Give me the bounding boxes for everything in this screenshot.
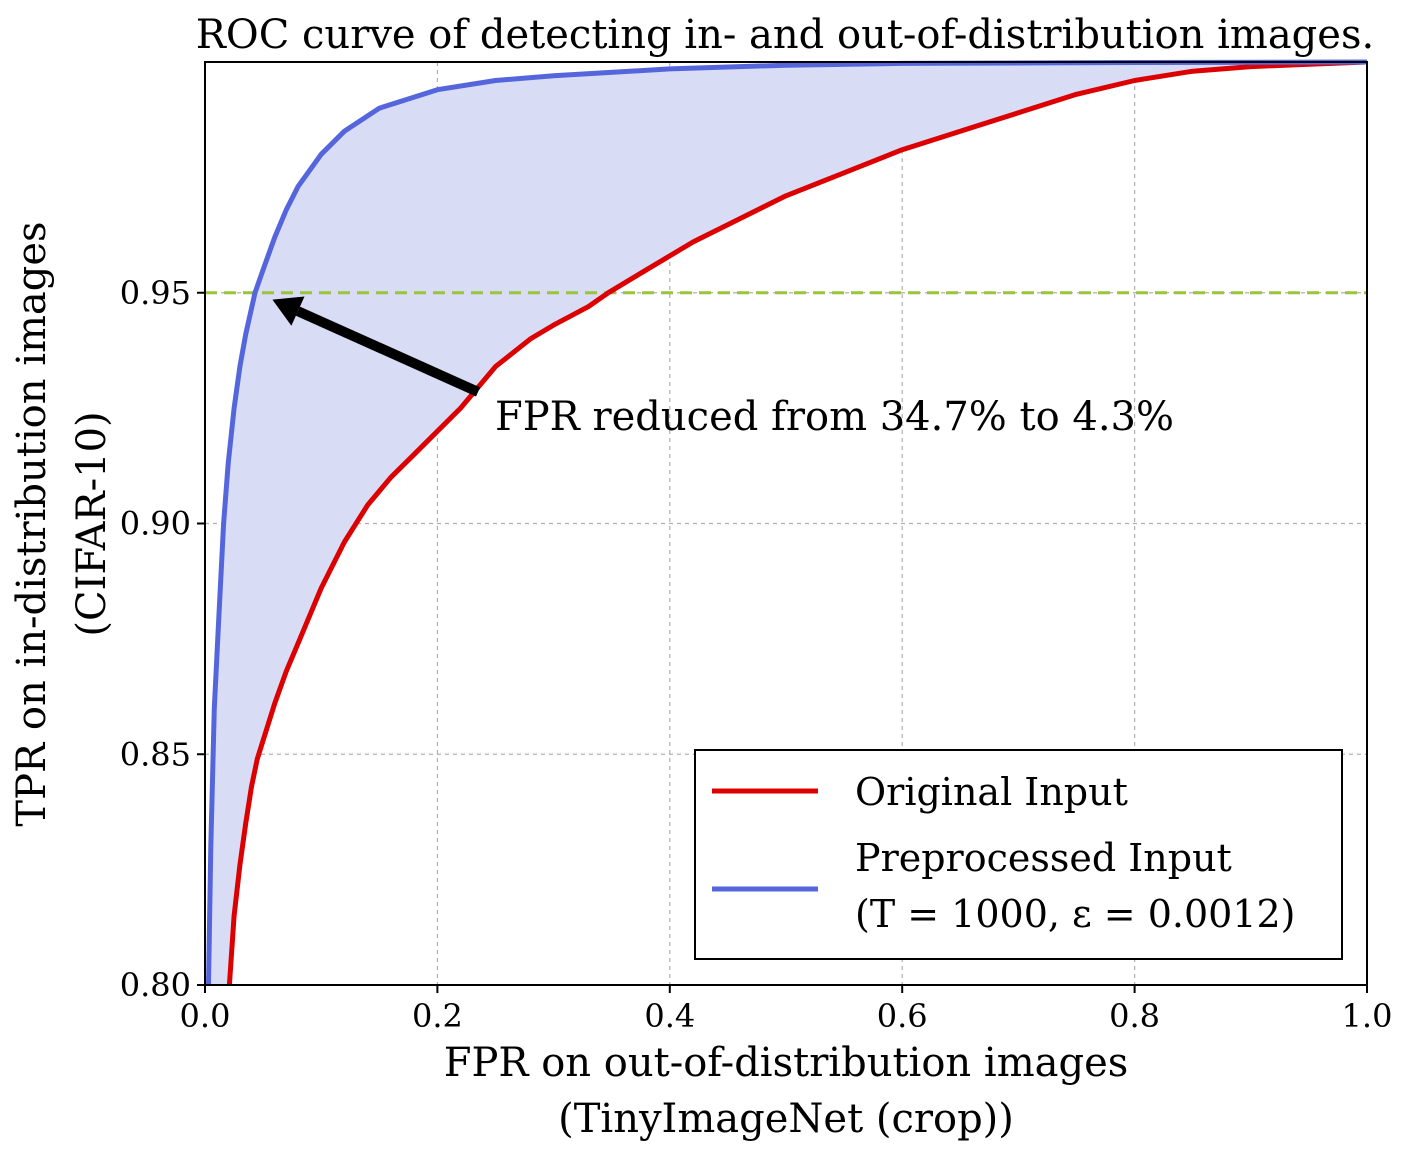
y-tick-label: 0.95: [120, 274, 191, 312]
x-tick-label: 1.0: [1342, 997, 1393, 1035]
axis-ticks: 0.0 0.2 0.4 0.6 0.8 1.0 0.80 0.85 0.90 0.95: [120, 274, 1393, 1035]
y-tick-label: 0.80: [120, 966, 191, 1004]
annotation-arrow: [295, 306, 481, 397]
legend: Original Input Preprocessed Input (T = 1…: [694, 749, 1343, 960]
legend-box: [694, 749, 1343, 960]
annotation-arrow-head: [272, 296, 305, 326]
x-tick-label: 0.4: [644, 997, 695, 1035]
chart-title: ROC curve of detecting in- and out-of-di…: [196, 12, 1374, 58]
x-tick-label: 0.6: [877, 997, 928, 1035]
series-line-original-input: [226, 59, 1368, 986]
x-axis-label-line2: (TinyImageNet (crop)): [558, 1096, 1014, 1142]
y-tick-label: 0.85: [120, 735, 191, 773]
y-axis-label-line2: (CIFAR-10): [69, 411, 115, 636]
series-line-preprocessed-input: [206, 59, 1368, 986]
x-tick-label: 0.2: [412, 997, 463, 1035]
legend-label-original: Original Input: [855, 770, 1128, 814]
x-tick-label: 0.8: [1109, 997, 1160, 1035]
legend-label-preprocessed: Preprocessed Input: [855, 836, 1232, 880]
annotation-text: FPR reduced from 34.7% to 4.3%: [495, 394, 1174, 440]
y-tick-label: 0.90: [120, 505, 191, 543]
x-tick-label: 0.0: [180, 997, 231, 1035]
x-axis-label-line1: FPR on out-of-distribution images: [444, 1040, 1129, 1086]
legend-label-preprocessed-params: (T = 1000, ε = 0.0012): [855, 892, 1296, 936]
y-axis-label-line1: TPR on in-distribution images: [9, 221, 55, 826]
